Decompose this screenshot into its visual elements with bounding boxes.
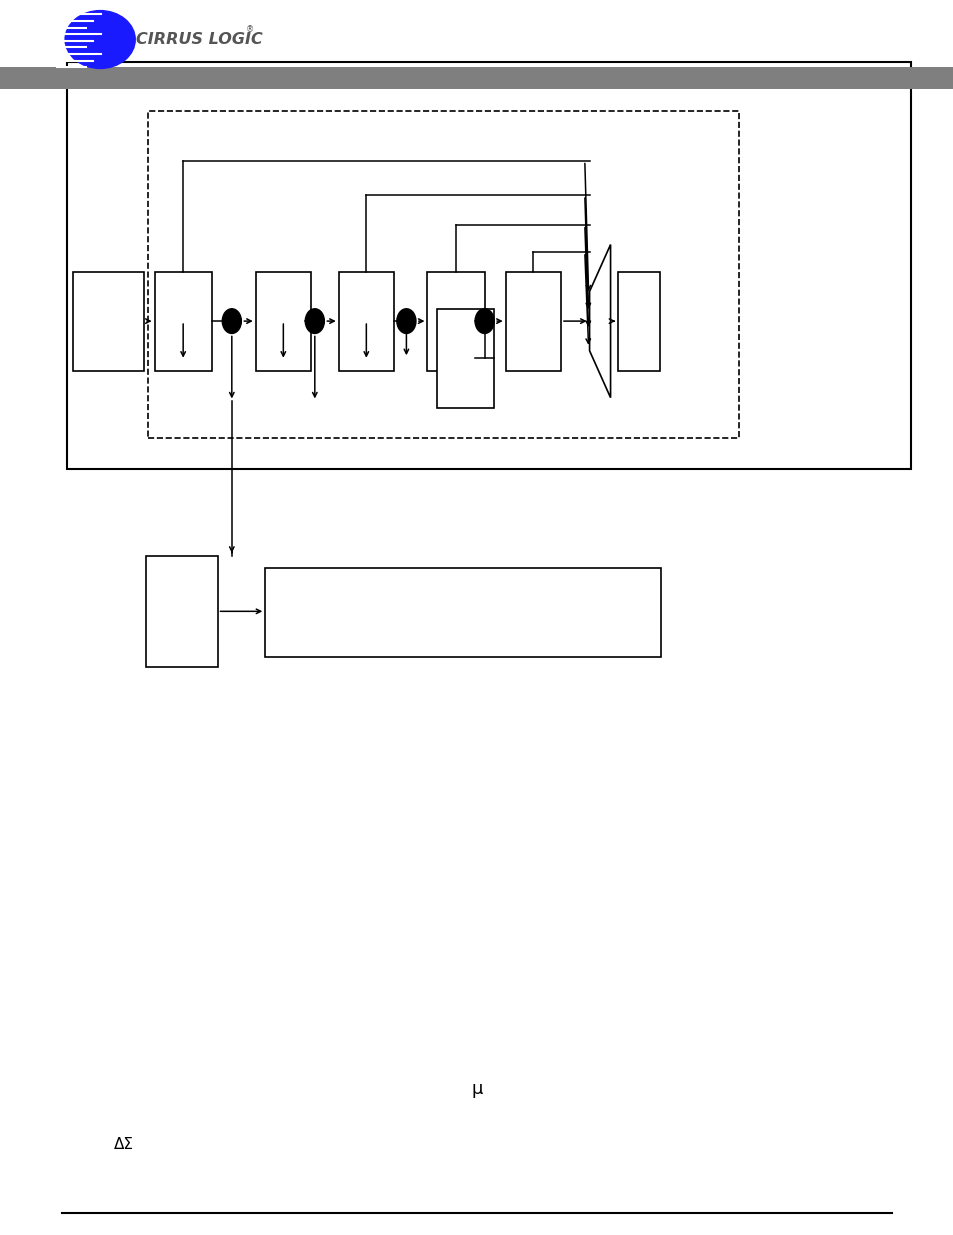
Circle shape bbox=[222, 309, 241, 333]
Polygon shape bbox=[589, 245, 610, 398]
Bar bbox=[618, 272, 659, 370]
Bar bbox=[67, 62, 910, 469]
Ellipse shape bbox=[65, 10, 135, 69]
Bar bbox=[148, 111, 739, 438]
Bar bbox=[505, 272, 560, 370]
Circle shape bbox=[396, 309, 416, 333]
Text: CIRRUS LOGIC: CIRRUS LOGIC bbox=[135, 32, 262, 47]
Text: ®: ® bbox=[246, 25, 253, 35]
Text: ΔΣ: ΔΣ bbox=[114, 1137, 133, 1152]
Circle shape bbox=[475, 309, 494, 333]
Text: μ: μ bbox=[471, 1081, 482, 1098]
Circle shape bbox=[305, 309, 324, 333]
Bar bbox=[265, 568, 660, 657]
Bar bbox=[72, 272, 144, 370]
Bar bbox=[146, 556, 217, 667]
Bar bbox=[0, 67, 953, 89]
Bar bbox=[255, 272, 311, 370]
Bar bbox=[154, 272, 212, 370]
Bar bbox=[436, 309, 494, 408]
Bar bbox=[338, 272, 394, 370]
Bar bbox=[427, 272, 484, 370]
